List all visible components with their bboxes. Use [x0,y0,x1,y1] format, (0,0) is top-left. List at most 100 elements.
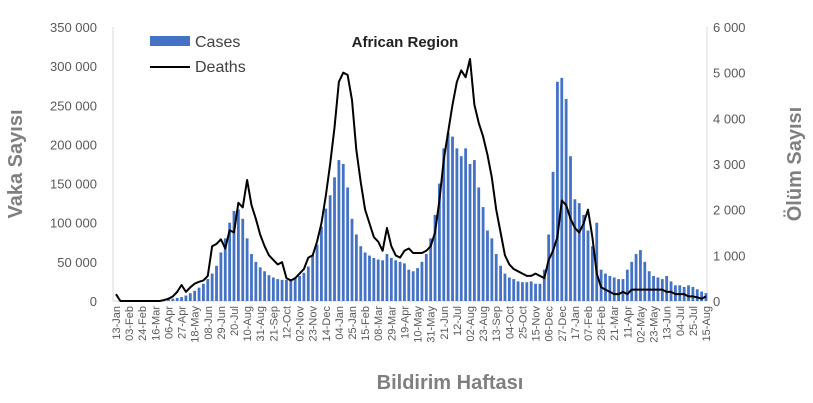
left-y-tick-label: 150 000 [50,177,97,192]
x-tick-label: 02-Nov [295,306,307,342]
case-bar [665,275,669,301]
case-bar [416,268,419,301]
case-bar [512,279,516,301]
case-bar [521,282,524,301]
right-y-tick-label: 2 000 [713,203,746,218]
case-bar [276,279,280,301]
right-y-tick-label: 0 [713,294,720,309]
case-bar [389,257,393,301]
x-tick-label: 28-Feb [596,306,608,341]
case-bar [219,252,223,301]
case-bar [647,271,651,301]
case-bar [503,273,507,301]
case-bar [499,265,502,301]
case-bar [285,279,288,301]
x-tick-label: 24-Feb [137,306,149,341]
case-bar [263,271,266,301]
x-tick-label: 21-Sep [268,306,280,341]
x-tick-label: 18-May [190,306,202,343]
x-tick-label: 03-Feb [124,306,136,341]
case-bar [403,263,406,301]
case-bar [311,255,315,301]
case-bar [188,293,192,301]
case-bar [464,148,468,301]
case-bar [381,260,384,301]
case-bar [420,261,424,301]
right-y-tick-label: 5 000 [713,66,746,81]
case-bar [184,295,188,301]
case-bar [639,250,642,301]
x-tick-label: 12-Oct [281,306,293,339]
x-tick-label: 13-Jan [111,306,123,340]
x-tick-label: 06-Apr [163,306,175,339]
case-bar [302,272,306,301]
x-tick-label: 10-May [413,306,425,343]
x-axis-title: Bildirim Haftası [377,372,524,394]
case-bar [604,273,607,301]
case-bar [289,279,293,301]
case-bar [617,279,620,301]
x-tick-label: 23-May [649,306,661,343]
case-bar [258,267,262,301]
x-tick-label: 21-Jun [439,306,451,340]
case-bar [542,269,546,301]
case-bar [621,279,625,301]
case-bar [534,283,537,301]
right-axis-title: Ölüm Sayısı [783,107,806,222]
case-bar [490,238,494,301]
case-bar [398,261,402,301]
deaths-line-group [115,57,707,302]
case-bar [320,226,323,301]
case-bar [215,265,218,301]
case-bar [577,203,581,301]
x-tick-label: 25-Jul [688,306,700,336]
case-bar [529,281,533,301]
x-tick-label: 04-Oct [504,306,516,339]
case-bar [573,199,577,301]
x-tick-label: 16-Mar [150,306,162,341]
case-bar [582,214,586,301]
case-bar [468,164,472,301]
case-bar [564,99,568,302]
case-bar [477,187,481,301]
case-bar [424,254,428,301]
x-tick-label: 08-Jun [203,306,215,340]
case-bar [236,209,240,301]
case-bar [324,208,328,301]
x-tick-label: 21-Mar [609,306,621,341]
legend-cases-swatch [150,36,190,46]
case-bar [551,171,555,301]
x-tick-label: 19-Apr [399,306,411,339]
x-tick-label: 06-Dec [544,306,556,342]
case-bar [245,238,249,301]
x-tick-label: 23-Nov [308,306,320,342]
case-bar [446,132,450,301]
case-bar [210,273,214,301]
case-bar [586,230,590,301]
case-bar [525,282,529,301]
left-y-ticks: 0 50 000 100 000 150 000 200 000 250 000 300 0… [50,20,97,309]
case-bar [280,279,284,301]
x-tick-label: 25-Jan [347,306,359,340]
x-tick-label: 13-Jun [662,306,674,340]
case-bar [223,238,227,301]
case-bar [385,254,389,301]
x-tick-label: 20-Jul [229,306,241,336]
right-y-tick-label: 3 000 [713,157,746,172]
x-tick-label: 12-Jul [452,306,464,336]
case-bar [695,289,699,301]
x-tick-label: 25-Oct [517,306,529,339]
case-bar [569,156,572,301]
x-tick-label: 29-Mar [386,306,398,341]
case-bar [652,275,655,301]
case-bar [228,222,232,301]
chart-title: African Region [352,34,459,51]
case-bar [433,214,437,301]
case-bar [298,275,301,301]
x-tick-label: 27-Dec [557,306,569,342]
case-bar [556,81,559,301]
case-bar [643,261,647,301]
case-bar [590,246,594,301]
case-bar [333,177,336,301]
x-tick-label: 14-Dec [321,306,333,342]
